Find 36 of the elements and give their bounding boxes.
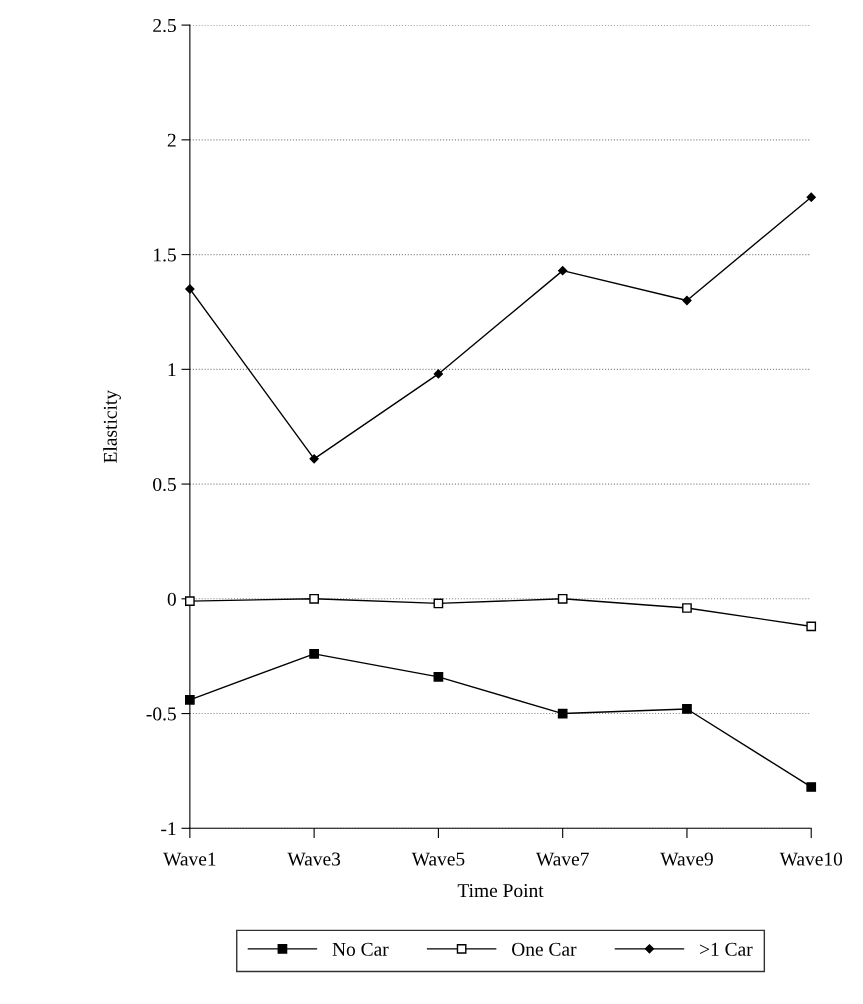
y-axis-title: Elasticity [103,390,121,463]
point [433,369,444,379]
legend-label: One Car [512,942,577,956]
point [185,284,195,294]
x-tick-label: Wave9 [660,852,713,866]
point [557,708,568,719]
point [806,192,816,202]
point [309,593,319,604]
x-tick-label: Wave3 [287,852,341,866]
x-tick-label: Wave10 [779,852,843,866]
point [557,593,568,604]
point [682,295,692,306]
point [433,671,444,682]
y-tick-label: -1 [161,822,176,836]
point [806,621,817,632]
point [184,694,195,705]
y-tick-label: 2.5 [153,18,176,33]
x-tick-label: Wave1 [163,852,216,866]
y-tick-label: 1 [168,363,176,377]
y-tick-label: 1.5 [154,248,176,262]
y-tick-label: 0 [167,592,176,606]
point [309,649,319,659]
point [682,603,692,613]
y-tick-label: -0.5 [146,707,176,721]
point [682,704,692,714]
x-tick-label: Wave5 [411,852,465,866]
y-tick-label: 2 [167,133,176,147]
x-axis-title: Time Point [457,884,544,898]
legend-label: No Car [332,942,389,956]
point [309,454,319,464]
point [806,782,817,792]
point [184,596,195,606]
point [558,266,568,276]
legend-label: >1 Car [700,942,753,956]
y-tick-label: 0.5 [153,477,176,492]
x-tick-label: Wave7 [535,852,589,866]
